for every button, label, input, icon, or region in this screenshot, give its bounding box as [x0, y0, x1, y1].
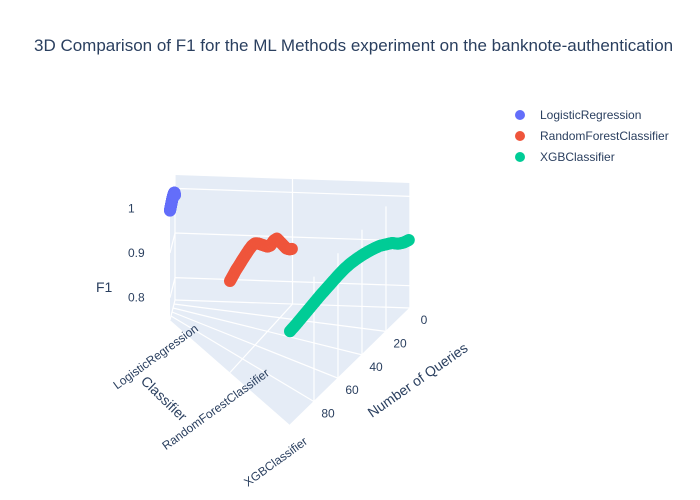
data-point: [168, 189, 181, 202]
z-tick-label: 0.8: [128, 291, 145, 305]
x-tick-label: 60: [345, 383, 359, 397]
series-RandomForestClassifier: [224, 232, 298, 287]
x-tick-label: 40: [369, 360, 383, 374]
y-gridline: [289, 183, 411, 426]
legend-marker: [515, 110, 525, 120]
x-tick-label: 20: [393, 336, 407, 350]
legend-marker: [515, 152, 525, 162]
z-axis-title: F1: [96, 279, 113, 295]
legend-label: XGBClassifier: [540, 150, 615, 164]
x-axis-ticks: 0 20 40 60 80: [321, 313, 427, 421]
legend-label: LogisticRegression: [540, 108, 641, 122]
legend: LogisticRegression RandomForestClassifier…: [515, 108, 669, 164]
floor: [170, 300, 410, 425]
z-tick-label: 1: [128, 201, 135, 215]
z-axis-ticks: 0.8 0.9 1: [128, 201, 145, 304]
z-tick-label: 0.9: [128, 246, 145, 260]
data-point: [285, 242, 298, 255]
series-XGBClassifier: [284, 233, 415, 338]
x-tick-label: 80: [321, 407, 335, 421]
chart-title: 3D Comparison of F1 for the ML Methods e…: [34, 36, 673, 55]
series-LogisticRegression: [164, 186, 181, 217]
y-gridline: [229, 179, 294, 373]
x-tick-label: 0: [421, 313, 428, 327]
data-points: [164, 186, 415, 338]
data-point: [402, 233, 415, 246]
legend-label: RandomForestClassifier: [540, 129, 669, 143]
y-gridline: [169, 175, 176, 321]
legend-marker: [515, 131, 525, 141]
